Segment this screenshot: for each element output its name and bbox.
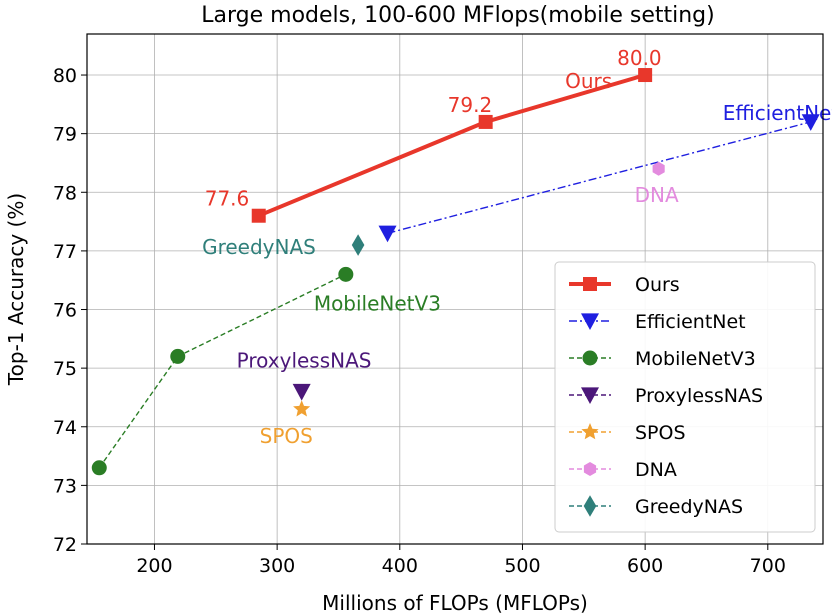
legend-item: ProxylessNAS: [569, 385, 763, 407]
y-tick-label: 73: [53, 475, 77, 497]
y-tick-label: 79: [53, 124, 77, 146]
legend-label: EfficientNet: [635, 311, 746, 333]
legend-marker: [581, 313, 599, 330]
data-point: [251, 208, 266, 223]
annotation-dna: DNA: [635, 183, 679, 207]
data-point: [478, 114, 493, 129]
series-greedynas: [351, 234, 365, 256]
legend-marker: [581, 423, 599, 440]
legend-item: SPOS: [569, 422, 686, 444]
series-efficientnet: [378, 114, 820, 243]
chart-title: Large models, 100-600 MFlops(mobile sett…: [201, 3, 714, 28]
x-axis-title: Millions of FLOPs (MFLOPs): [322, 591, 588, 615]
x-tick-label: 500: [504, 555, 540, 577]
annotation-mobilenetv3: MobileNetV3: [314, 291, 441, 315]
legend-item: Ours: [569, 274, 680, 296]
series-spos: [293, 400, 311, 417]
x-tick-label: 200: [136, 555, 172, 577]
data-point: [801, 114, 820, 131]
legend-marker: [581, 387, 599, 404]
data-point: [638, 68, 653, 83]
legend-box: [554, 261, 816, 533]
y-tick-label: 77: [53, 241, 77, 263]
y-tick-label: 80: [53, 65, 77, 87]
annotation-spos: SPOS: [260, 424, 313, 448]
x-tick-label: 600: [627, 555, 663, 577]
legend-marker: [583, 495, 597, 517]
legend-label: ProxylessNAS: [635, 385, 763, 407]
series-dna: [652, 161, 665, 176]
x-tick-label: 700: [750, 555, 786, 577]
legend-label: MobileNetV3: [635, 348, 756, 370]
legend-label: Ours: [635, 274, 680, 296]
data-point: [378, 225, 397, 243]
series-ours: [251, 68, 653, 223]
data-point: [351, 234, 365, 256]
legend-item: EfficientNet: [569, 311, 746, 333]
y-tick-label: 76: [53, 300, 77, 322]
series-proxylessnas: [292, 383, 311, 401]
legend-marker: [583, 277, 597, 291]
y-tick-label: 74: [53, 417, 77, 439]
data-point: [292, 383, 311, 401]
annotation-ours: Ours: [565, 69, 612, 93]
plot-frame: [86, 33, 824, 545]
legend-item: MobileNetV3: [569, 348, 756, 370]
x-tick-label: 300: [259, 555, 295, 577]
data-point: [170, 348, 186, 364]
data-label: 80.0: [617, 46, 662, 70]
legend-label: SPOS: [635, 422, 686, 444]
annotations: 77.679.280.0OursEfficientNetMobileNetV3P…: [202, 46, 832, 448]
y-tick-label: 72: [53, 534, 77, 556]
legend-marker: [582, 350, 598, 366]
y-tick-label: 78: [53, 182, 77, 204]
annotation-greedynas: GreedyNAS: [202, 235, 316, 259]
data-label: 79.2: [448, 93, 493, 117]
legend-label: DNA: [635, 459, 677, 481]
series-mobilenetv3: [91, 266, 354, 476]
series-line: [387, 121, 811, 234]
y-tick-label: 75: [53, 358, 77, 380]
data-point: [293, 400, 311, 417]
data-point: [652, 161, 665, 176]
y-axis-title: Top-1 Accuracy (%): [4, 193, 28, 386]
data-label: 77.6: [205, 187, 250, 211]
legend-label: GreedyNAS: [635, 496, 743, 518]
data-point: [91, 460, 107, 476]
legend-marker: [583, 462, 597, 476]
legend-item: DNA: [569, 459, 677, 481]
ticks: 200 300 400 500 600 700 72 73 74 75 76 77 78 79 80: [53, 65, 786, 577]
legend-item: GreedyNAS: [569, 495, 743, 518]
annotation-proxylessnas: ProxylessNAS: [237, 349, 372, 373]
data-point: [338, 266, 354, 282]
x-tick-label: 400: [382, 555, 418, 577]
annotation-efficientnet: EfficientNet: [723, 101, 832, 125]
series-layer: [91, 68, 820, 476]
legend: Ours EfficientNet MobileNetV3 ProxylessNAS S…: [554, 261, 816, 533]
